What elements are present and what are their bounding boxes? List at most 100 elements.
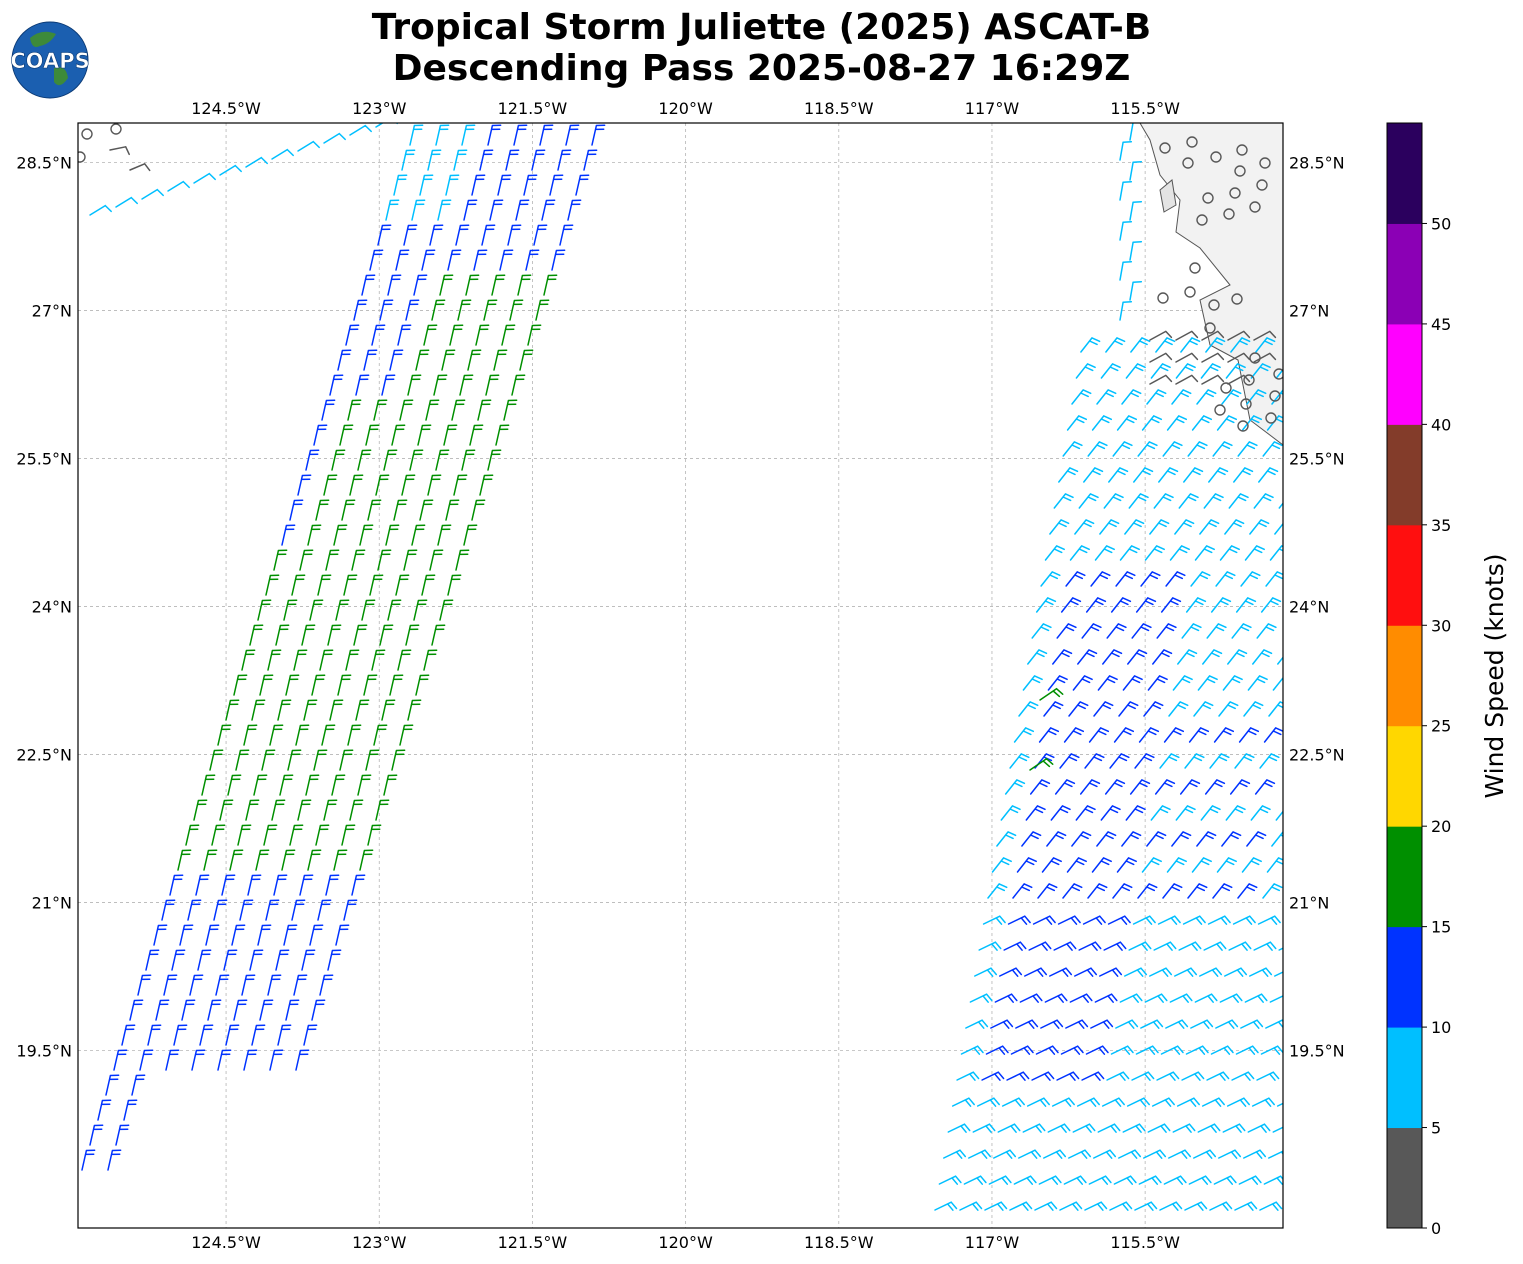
colorbar-bin <box>1387 123 1422 224</box>
wind-barb <box>355 374 370 396</box>
wind-barb <box>213 899 228 921</box>
wind-barb <box>251 1024 266 1046</box>
wind-barb <box>1106 623 1127 639</box>
wind-barb <box>1249 967 1273 977</box>
wind-barb <box>1260 1045 1283 1055</box>
calm-circle <box>110 123 122 135</box>
wind-barb <box>1174 967 1198 977</box>
wind-barb <box>333 849 348 871</box>
wind-barb <box>1046 831 1067 847</box>
wind-barb <box>131 1074 146 1096</box>
wind-barb <box>365 749 380 771</box>
wind-barb <box>327 624 342 646</box>
wind-barb <box>337 349 352 371</box>
wind-barb <box>1138 727 1160 743</box>
wind-barb <box>1193 701 1214 717</box>
wind-barb <box>447 574 462 596</box>
wind-barb <box>375 799 390 821</box>
longitude-tick-labels: 124.5°W 124.5°W 123°W 123°W 121.5°W 121.5°W 12… <box>191 99 1180 1252</box>
wind-barb <box>437 199 452 221</box>
wind-barb <box>1054 779 1076 795</box>
wind-barb <box>137 974 152 996</box>
lon-tick-label-top: 123°W <box>352 99 407 118</box>
wind-barb <box>1018 1149 1042 1159</box>
wind-barb <box>1228 941 1252 951</box>
calm-circle <box>1210 151 1222 163</box>
wind-barb <box>349 799 364 821</box>
wind-barb <box>335 924 350 946</box>
wind-barb <box>1158 467 1179 483</box>
wind-barb <box>293 974 308 996</box>
wind-barb <box>1060 1045 1084 1055</box>
wind-barb <box>1047 675 1068 691</box>
wind-barb <box>1118 1149 1142 1159</box>
wind-barb <box>1152 649 1173 665</box>
wind-barb <box>527 324 542 346</box>
calm-circle <box>1202 192 1214 204</box>
wind-barb <box>1138 1175 1162 1185</box>
coaps-logo: COAPS <box>10 21 90 99</box>
wind-barb <box>1068 701 1089 717</box>
wind-barb <box>938 1175 962 1185</box>
wind-barb <box>1080 337 1101 353</box>
wind-barb <box>367 499 382 521</box>
colorbar-bin <box>1387 424 1422 526</box>
wind-barb <box>407 374 422 396</box>
wind-barb <box>1088 727 1110 743</box>
wind-barb <box>1222 675 1243 691</box>
wind-barb <box>439 274 454 296</box>
wind-barb <box>243 724 258 746</box>
wind-barb <box>1039 687 1064 701</box>
wind-barb <box>1143 701 1164 717</box>
wind-barb <box>245 156 268 168</box>
calm-circle <box>1186 136 1198 148</box>
wind-barb <box>435 124 450 146</box>
wind-barb <box>435 449 450 471</box>
wind-barb <box>363 674 378 696</box>
wind-barb <box>1119 220 1133 241</box>
wind-barb <box>1221 389 1242 405</box>
wind-barb <box>1110 597 1132 613</box>
wind-barb <box>301 624 316 646</box>
wind-barb <box>994 993 1018 1003</box>
wind-barb <box>321 399 336 421</box>
wind-barb <box>1193 1149 1217 1159</box>
wind-barb <box>299 874 314 896</box>
wind-barb <box>1121 831 1142 847</box>
wind-barb <box>1121 389 1142 405</box>
wind-barb <box>1169 545 1190 561</box>
wind-barb <box>345 649 360 671</box>
wind-barb <box>1154 779 1176 795</box>
wind-barb <box>169 874 184 896</box>
wind-barb <box>449 324 464 346</box>
wind-barb <box>1160 1045 1184 1055</box>
wind-barb <box>463 524 478 546</box>
wind-barb <box>471 499 486 521</box>
wind-barb <box>409 124 424 146</box>
wind-barb <box>972 1123 996 1133</box>
wind-barb <box>209 749 224 771</box>
wind-barb <box>1084 1201 1108 1211</box>
wind-barb <box>1224 967 1248 977</box>
wind-barb <box>1129 200 1143 221</box>
wind-barb <box>403 549 418 571</box>
wind-barb <box>1050 805 1071 821</box>
wind-barb <box>475 324 490 346</box>
wind-barb <box>1016 857 1037 873</box>
wind-barb <box>267 649 282 671</box>
wind-barb <box>1149 330 1173 341</box>
wind-barb <box>1063 1175 1087 1185</box>
wind-barb <box>1260 597 1282 613</box>
wind-barb <box>985 1045 1009 1055</box>
wind-barb <box>1029 779 1051 795</box>
wind-barb <box>1229 779 1251 795</box>
wind-barb <box>1144 545 1165 561</box>
wind-barb <box>1225 805 1246 821</box>
wind-barb <box>1188 1175 1212 1185</box>
wind-barb <box>421 574 436 596</box>
wind-barb <box>1031 1071 1055 1081</box>
wind-barb <box>1101 1097 1125 1107</box>
wind-barb <box>1187 883 1208 899</box>
wind-barb <box>493 349 508 371</box>
